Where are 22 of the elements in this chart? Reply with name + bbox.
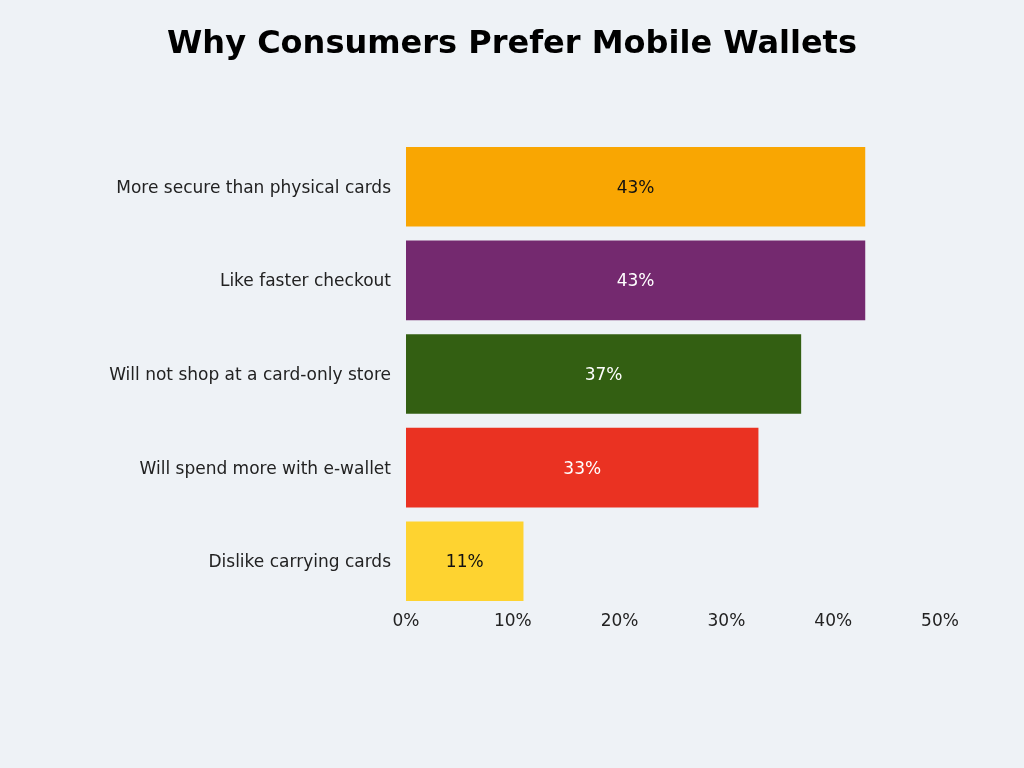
bar xyxy=(406,147,866,227)
data-label: 11% xyxy=(445,551,484,572)
x-tick-label: 10% xyxy=(493,610,532,630)
y-tick-label: Like faster checkout xyxy=(219,270,392,291)
bar xyxy=(406,240,866,321)
x-tick-label: 40% xyxy=(814,610,853,630)
x-tick-label: 20% xyxy=(600,610,639,630)
x-tick-label: 50% xyxy=(921,610,959,630)
bar xyxy=(406,334,802,414)
x-tick-label: 30% xyxy=(707,610,746,630)
y-tick-label: More secure than physical cards xyxy=(116,176,392,197)
data-label: 43% xyxy=(616,176,655,197)
chart-title: Why Consumers Prefer Mobile Wallets xyxy=(167,23,857,62)
bar xyxy=(406,427,759,508)
y-tick-label: Will not shop at a card-only store xyxy=(109,363,391,384)
data-label: 43% xyxy=(616,270,655,291)
bar xyxy=(406,521,524,601)
data-label: 33% xyxy=(563,457,602,478)
y-tick-label: Will spend more with e-wallet xyxy=(139,457,392,478)
data-label: 37% xyxy=(584,364,623,384)
y-tick-label: Dislike carrying cards xyxy=(208,551,392,572)
x-tick-label: 0% xyxy=(392,610,420,630)
